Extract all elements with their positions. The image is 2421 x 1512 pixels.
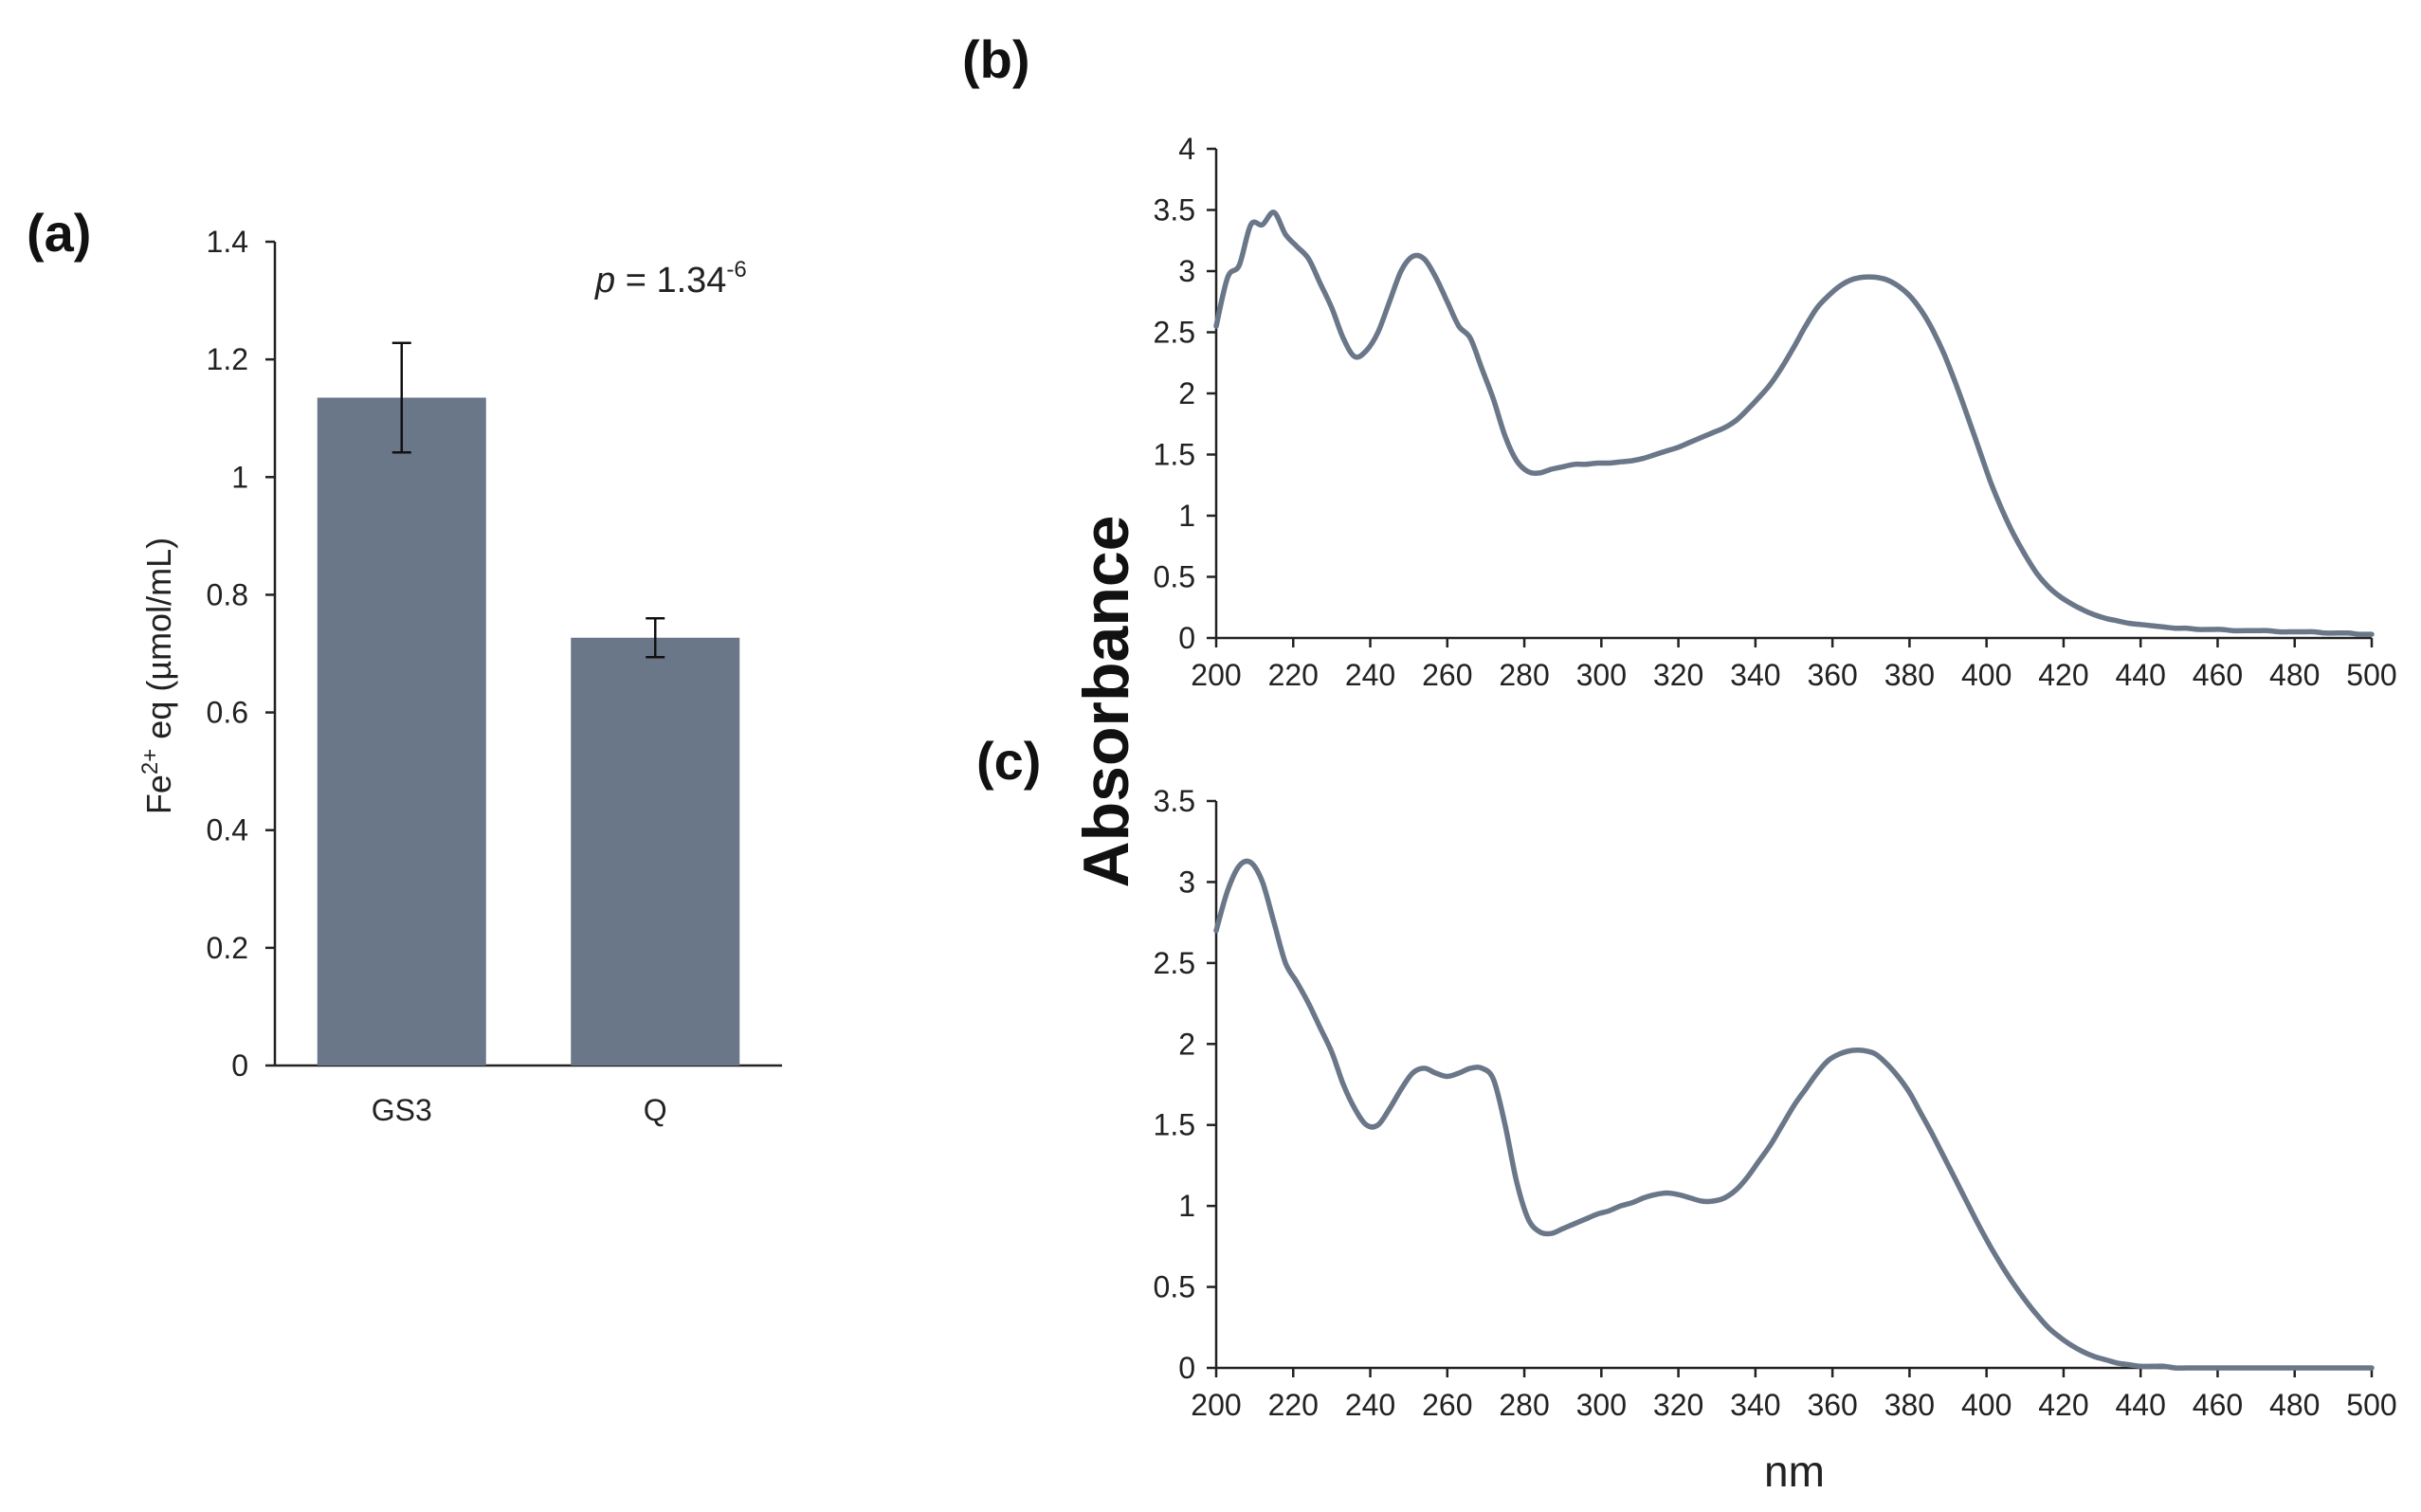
line-chart-c: 0 0.5 1 1.5 2 2.5 3 3.5 200 220 240 260 280 300 320 340… bbox=[1154, 784, 2397, 1422]
y-tick-label-a: 0.8 bbox=[207, 577, 248, 611]
y-tick-label-a: 1.2 bbox=[207, 342, 248, 376]
bar-q bbox=[571, 637, 740, 1066]
y-tick-label-b: 0 bbox=[1178, 621, 1195, 655]
y-tick-label-c: 1 bbox=[1178, 1189, 1195, 1223]
x-tick-label-c: 500 bbox=[2346, 1388, 2396, 1422]
y-tick-label-a: 0 bbox=[231, 1048, 248, 1083]
x-tick-label-c: 440 bbox=[2116, 1388, 2166, 1422]
x-tick-label-b: 440 bbox=[2116, 658, 2166, 692]
y-tick-label-a: 1 bbox=[231, 460, 248, 494]
x-tick-label-b: 200 bbox=[1191, 658, 1241, 692]
x-tick-label-b: 360 bbox=[1807, 658, 1857, 692]
y-tick-label-c: 2 bbox=[1178, 1027, 1195, 1061]
y-tick-label-b: 0.5 bbox=[1154, 560, 1195, 594]
y-tick-label-a: 0.4 bbox=[207, 813, 248, 847]
x-tick-label-c: 300 bbox=[1576, 1388, 1627, 1422]
y-tick-label-c: 3 bbox=[1178, 865, 1195, 899]
panel-label-b: (b) bbox=[962, 29, 1030, 89]
p-value-annotation: p = 1.34-6 bbox=[594, 257, 747, 301]
panel-label-c: (c) bbox=[976, 731, 1041, 791]
x-tick-label-c: 380 bbox=[1884, 1388, 1935, 1422]
line-chart-b: 0 0.5 1 1.5 2 2.5 3 3.5 4 200 220 240 260 280 300 320 34… bbox=[1154, 132, 2397, 692]
x-tick-label-c: 280 bbox=[1499, 1388, 1549, 1422]
panel-label-a: (a) bbox=[27, 203, 91, 263]
x-tick-label-b: 380 bbox=[1884, 658, 1935, 692]
x-tick-label-b: 260 bbox=[1422, 658, 1472, 692]
x-tick-label-b: 460 bbox=[2193, 658, 2243, 692]
x-tick-label-c: 400 bbox=[1961, 1388, 2011, 1422]
x-tick-label-c: 260 bbox=[1422, 1388, 1472, 1422]
bar-gs3 bbox=[317, 397, 486, 1066]
x-tick-label-b: 280 bbox=[1499, 658, 1549, 692]
x-tick-label-c: 360 bbox=[1807, 1388, 1857, 1422]
x-tick-label-a: GS3 bbox=[372, 1093, 432, 1127]
y-tick-label-c: 0 bbox=[1178, 1351, 1195, 1385]
x-tick-label-b: 340 bbox=[1730, 658, 1780, 692]
y-tick-label-b: 1 bbox=[1178, 499, 1195, 533]
x-tick-label-a: Q bbox=[644, 1093, 667, 1127]
x-tick-label-c: 340 bbox=[1730, 1388, 1780, 1422]
x-tick-label-b: 300 bbox=[1576, 658, 1627, 692]
x-tick-label-c: 240 bbox=[1345, 1388, 1395, 1422]
nm-label: nm bbox=[1764, 1447, 1825, 1496]
absorbance-label: Absorbance bbox=[1070, 516, 1142, 888]
ylabel-a: Fe2+ eq (µmol/mL) bbox=[137, 537, 178, 814]
x-tick-label-b: 220 bbox=[1268, 658, 1319, 692]
x-tick-label-c: 460 bbox=[2193, 1388, 2243, 1422]
x-tick-label-c: 420 bbox=[2038, 1388, 2088, 1422]
absorbance-series-c bbox=[1213, 858, 2375, 1371]
x-tick-label-b: 500 bbox=[2346, 658, 2396, 692]
x-tick-label-b: 420 bbox=[2038, 658, 2088, 692]
x-tick-label-c: 480 bbox=[2269, 1388, 2320, 1422]
bar-chart-a: Fe2+ eq (µmol/mL) p = 1.34-6 0 0.2 0.4 0.6 0… bbox=[137, 225, 782, 1127]
y-tick-label-b: 1.5 bbox=[1154, 438, 1195, 472]
y-tick-label-c: 0.5 bbox=[1154, 1270, 1195, 1304]
y-tick-label-a: 0.2 bbox=[207, 931, 248, 965]
y-tick-label-b: 2 bbox=[1178, 376, 1195, 410]
x-tick-label-c: 200 bbox=[1191, 1388, 1241, 1422]
y-tick-label-a: 1.4 bbox=[207, 225, 248, 259]
absorbance-series-b bbox=[1213, 209, 2375, 637]
x-tick-label-b: 480 bbox=[2269, 658, 2320, 692]
x-tick-label-b: 240 bbox=[1345, 658, 1395, 692]
y-tick-label-b: 3 bbox=[1178, 254, 1195, 288]
y-tick-label-c: 3.5 bbox=[1154, 784, 1195, 818]
y-tick-label-c: 2.5 bbox=[1154, 946, 1195, 980]
x-tick-label-b: 320 bbox=[1653, 658, 1703, 692]
x-tick-label-b: 400 bbox=[1961, 658, 2011, 692]
y-tick-label-b: 4 bbox=[1178, 132, 1195, 166]
y-tick-label-b: 3.5 bbox=[1154, 193, 1195, 228]
y-tick-label-c: 1.5 bbox=[1154, 1108, 1195, 1142]
x-tick-label-c: 320 bbox=[1653, 1388, 1703, 1422]
y-tick-label-b: 2.5 bbox=[1154, 316, 1195, 350]
y-tick-label-a: 0.6 bbox=[207, 696, 248, 730]
x-tick-label-c: 220 bbox=[1268, 1388, 1319, 1422]
